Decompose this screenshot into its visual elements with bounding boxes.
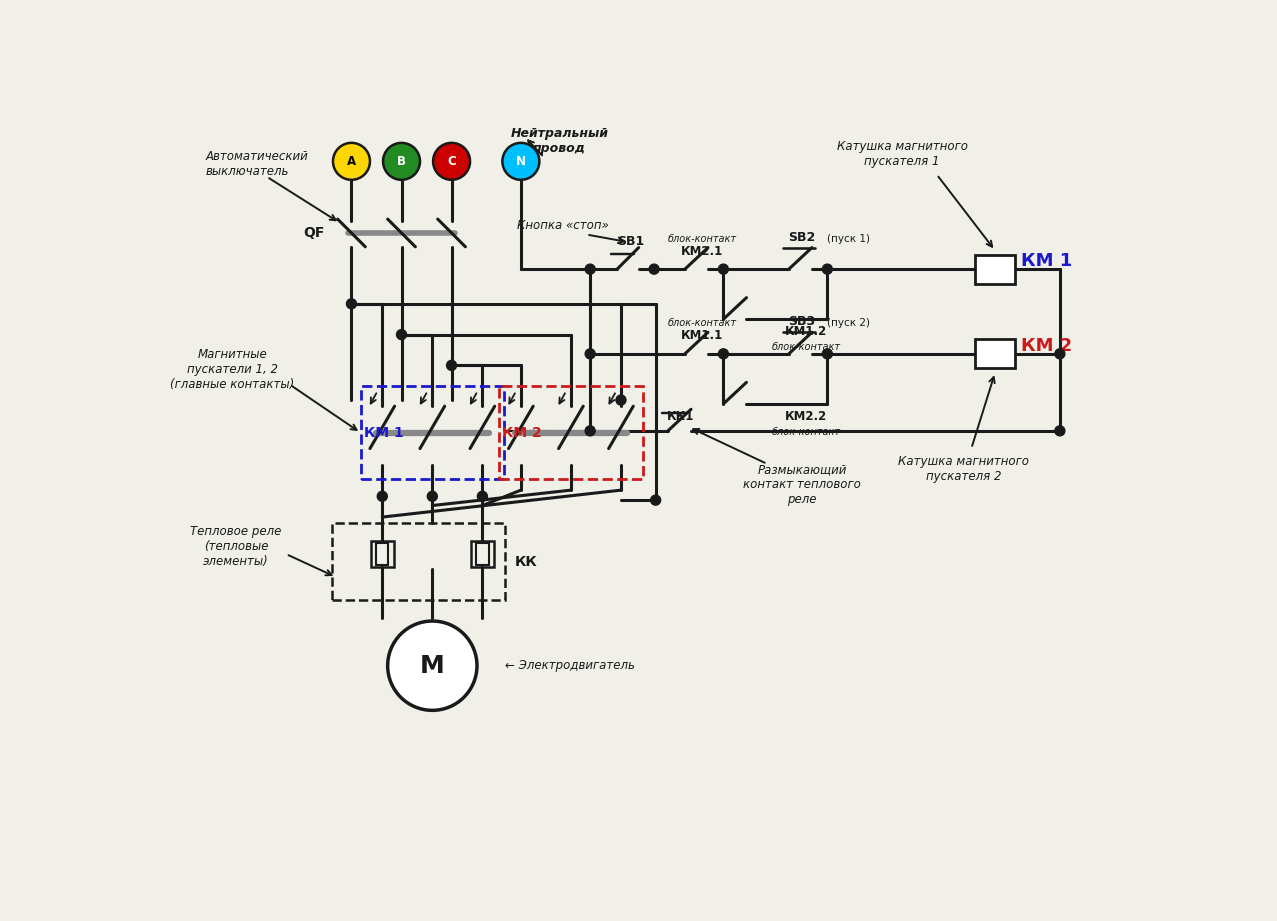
Bar: [976, 339, 1015, 368]
Text: Катушка магнитного
пускателя 1: Катушка магнитного пускателя 1: [836, 140, 968, 168]
Text: КМ1.2: КМ1.2: [784, 325, 827, 338]
Circle shape: [649, 264, 659, 274]
Circle shape: [822, 349, 833, 359]
Text: B: B: [397, 155, 406, 168]
Circle shape: [1055, 349, 1065, 359]
Circle shape: [397, 330, 406, 340]
Text: КМ 2: КМ 2: [1022, 337, 1073, 356]
Text: КК1: КК1: [667, 410, 695, 423]
Circle shape: [719, 264, 728, 274]
Bar: [377, 543, 388, 565]
Text: блок-контакт: блок-контакт: [668, 234, 737, 244]
Text: Кнопка «стоп»: Кнопка «стоп»: [517, 219, 609, 232]
Text: КМ2.1: КМ2.1: [681, 245, 723, 258]
Text: SB2: SB2: [788, 231, 816, 244]
Circle shape: [377, 491, 387, 501]
Text: SB1: SB1: [617, 235, 645, 248]
Text: КМ 2: КМ 2: [502, 426, 543, 439]
Text: C: C: [447, 155, 456, 168]
Circle shape: [433, 143, 470, 180]
Text: Магнитные
пускатели 1, 2
(главные контакты): Магнитные пускатели 1, 2 (главные контак…: [170, 348, 294, 391]
Bar: [976, 254, 1015, 284]
Circle shape: [1055, 426, 1065, 436]
Circle shape: [502, 143, 539, 180]
Text: КМ2.2: КМ2.2: [784, 410, 827, 423]
Text: A: A: [347, 155, 356, 168]
Text: КМ 1: КМ 1: [364, 426, 404, 439]
Text: М: М: [420, 654, 444, 678]
Circle shape: [585, 426, 595, 436]
Text: блок-контакт: блок-контакт: [771, 427, 840, 437]
Text: Размыкающий
контакт теплового
реле: Размыкающий контакт теплового реле: [743, 463, 861, 507]
Circle shape: [333, 143, 370, 180]
Bar: [499, 386, 642, 479]
Text: блок-контакт: блок-контакт: [668, 319, 737, 329]
Circle shape: [616, 395, 626, 405]
Text: ← Электродвигатель: ← Электродвигатель: [506, 659, 636, 672]
Bar: [476, 543, 489, 565]
Circle shape: [585, 349, 595, 359]
Text: N: N: [516, 155, 526, 168]
Circle shape: [428, 491, 437, 501]
Text: блок-контакт: блок-контакт: [771, 343, 840, 353]
Text: (пуск 2): (пуск 2): [827, 319, 871, 329]
Bar: [370, 541, 393, 567]
Circle shape: [822, 264, 833, 274]
Circle shape: [447, 360, 457, 370]
Text: Автоматический
выключатель: Автоматический выключатель: [206, 149, 308, 178]
Bar: [360, 386, 504, 479]
Text: Нейтральный
провод: Нейтральный провод: [511, 126, 608, 155]
Text: Тепловое реле
(тепловые
элементы): Тепловое реле (тепловые элементы): [190, 525, 282, 568]
Circle shape: [388, 621, 478, 710]
Circle shape: [585, 264, 595, 274]
Text: КК: КК: [515, 554, 538, 569]
Text: (пуск 1): (пуск 1): [827, 234, 871, 244]
Text: QF: QF: [303, 226, 324, 240]
Text: SB3: SB3: [788, 315, 816, 329]
Circle shape: [478, 491, 488, 501]
Circle shape: [346, 298, 356, 309]
Text: КМ 1: КМ 1: [1022, 252, 1073, 271]
Text: Катушка магнитного
пускателя 2: Катушка магнитного пускателя 2: [898, 455, 1029, 484]
Circle shape: [650, 495, 660, 505]
Circle shape: [383, 143, 420, 180]
Bar: [332, 523, 506, 600]
Bar: [471, 541, 494, 567]
Text: КМ1.1: КМ1.1: [681, 330, 723, 343]
Circle shape: [719, 349, 728, 359]
